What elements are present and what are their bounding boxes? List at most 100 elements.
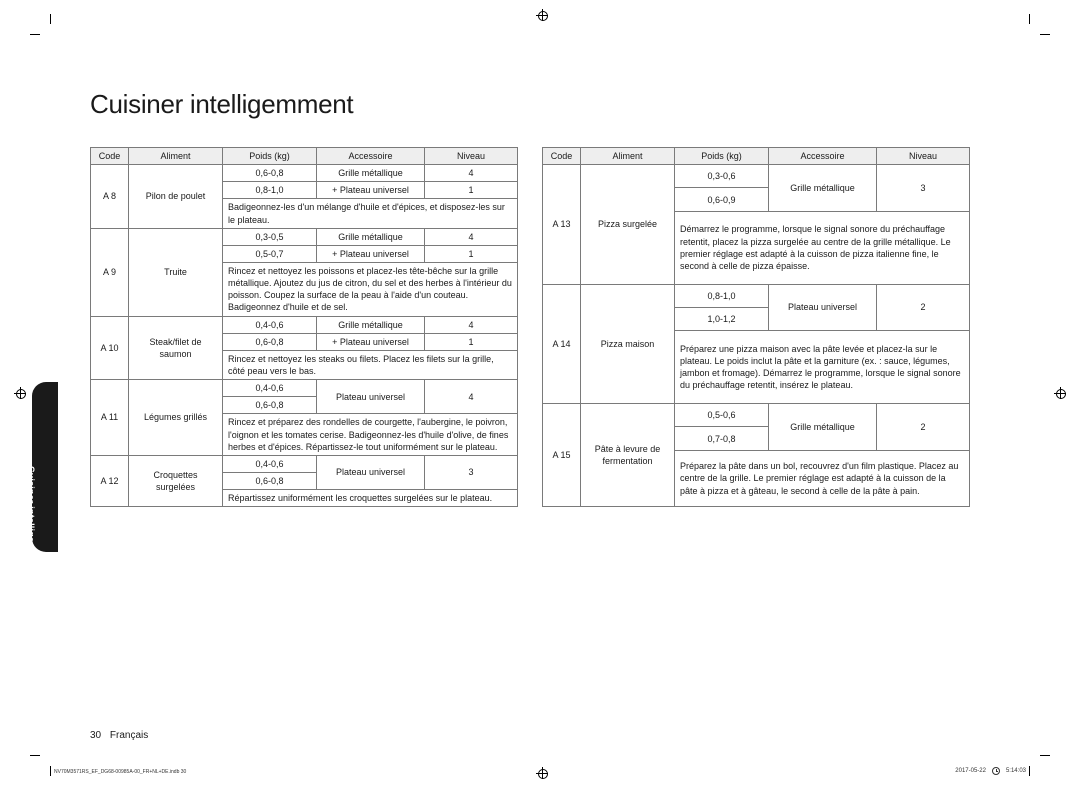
crop-corner-tr [1020,24,1040,44]
cell-niveau: 4 [425,316,518,333]
table-row: A 11Légumes grillés0,4-0,6Plateau univer… [91,380,518,397]
th-code: Code [543,148,581,165]
content-tables: CodeAlimentPoids (kg)AccessoireNiveauA 8… [90,147,970,507]
print-time: 5:14:03 [1006,768,1026,774]
crop-mark-bottom [536,766,548,782]
table-row: A 9Truite0,3-0,5Grille métallique4 [91,228,518,245]
cell-poids: 0,3-0,6 [675,165,769,188]
table-row: A 15Pâte à levure de fermentation0,5-0,6… [543,404,970,427]
th-poids: Poids (kg) [675,148,769,165]
cell-code: A 8 [91,165,129,229]
cell-accessoire: Plateau universel [317,380,425,414]
crop-mark-left [14,386,26,402]
manual-page: Cuisiner intelligemment Cuisiner intelli… [0,0,1080,790]
cell-instruction: Préparez la pâte dans un bol, recouvrez … [675,450,970,506]
th-code: Code [91,148,129,165]
clock-icon [992,767,1000,775]
cell-code: A 11 [91,380,129,456]
cell-accessoire: Plateau universel [769,284,877,331]
cell-code: A 15 [543,404,581,507]
cell-accessoire: Plateau universel [317,455,425,489]
crop-corner-tl [40,24,60,44]
cooking-table-left: CodeAlimentPoids (kg)AccessoireNiveauA 8… [90,147,518,507]
cell-niveau: 2 [877,404,970,451]
cell-poids: 0,4-0,6 [223,455,317,472]
cell-instruction: Démarrez le programme, lorsque le signal… [675,211,970,284]
cell-instruction: Rincez et préparez des rondelles de cour… [223,414,518,455]
cell-instruction: Badigeonnez-les d'un mélange d'huile et … [223,199,518,228]
th-poids: Poids (kg) [223,148,317,165]
print-date: 2017-05-22 [955,768,986,774]
cell-instruction: Préparez une pizza maison avec la pâte l… [675,331,970,404]
crop-mark-top [536,8,548,24]
table-row: A 8Pilon de poulet0,6-0,8Grille métalliq… [91,165,518,182]
table-row: A 10Steak/filet de saumon0,4-0,6Grille m… [91,316,518,333]
cell-instruction: Rincez et nettoyez les poissons et place… [223,262,518,316]
print-timestamp: 2017-05-22 5:14:03 [955,767,1026,775]
cell-aliment: Pizza maison [581,284,675,404]
cell-instruction: Répartissez uniformément les croquettes … [223,490,518,507]
page-title: Cuisiner intelligemment [90,89,353,120]
cell-accessoire: + Plateau universel [317,333,425,350]
cell-aliment: Pilon de poulet [129,165,223,229]
cell-accessoire: + Plateau universel [317,182,425,199]
page-language: Français [110,730,148,741]
cell-niveau: 1 [425,182,518,199]
cell-aliment: Truite [129,228,223,316]
cell-code: A 14 [543,284,581,404]
cell-aliment: Pizza surgelée [581,165,675,285]
cell-aliment: Pâte à levure de fermentation [581,404,675,507]
cell-poids: 1,0-1,2 [675,307,769,330]
cell-accessoire: Grille métallique [769,404,877,451]
cell-aliment: Croquettes surgelées [129,455,223,506]
cell-niveau: 4 [425,165,518,182]
cell-accessoire: + Plateau universel [317,245,425,262]
page-footer: 30 Français [90,730,148,741]
cell-poids: 0,6-0,8 [223,333,317,350]
table-row: A 12Croquettes surgelées0,4-0,6Plateau u… [91,455,518,472]
cell-poids: 0,5-0,7 [223,245,317,262]
cell-niveau: 1 [425,245,518,262]
crop-corner-bl [40,746,60,766]
section-side-tab-label: Cuisiner intelligemment [26,466,36,573]
cell-instruction: Rincez et nettoyez les steaks ou filets.… [223,350,518,379]
cell-poids: 0,6-0,8 [223,397,317,414]
cell-niveau: 1 [425,333,518,350]
crop-corner-br [1020,746,1040,766]
cell-code: A 13 [543,165,581,285]
cell-niveau: 4 [425,380,518,414]
th-niveau: Niveau [425,148,518,165]
table-row: A 13Pizza surgelée0,3-0,6Grille métalliq… [543,165,970,188]
crop-mark-right [1054,386,1066,402]
cell-aliment: Steak/filet de saumon [129,316,223,380]
th-niveau: Niveau [877,148,970,165]
cell-poids: 0,4-0,6 [223,380,317,397]
cell-accessoire: Grille métallique [317,228,425,245]
cell-code: A 9 [91,228,129,316]
page-number: 30 [90,730,101,741]
cell-poids: 0,6-0,9 [675,188,769,211]
th-aliment: Aliment [129,148,223,165]
cell-poids: 0,7-0,8 [675,427,769,450]
cell-poids: 0,4-0,6 [223,316,317,333]
th-accessoire: Accessoire [317,148,425,165]
cell-poids: 0,6-0,8 [223,165,317,182]
cell-niveau: 2 [877,284,970,331]
print-filename: NV70M3571RS_EF_DG68-00985A-00_FR+NL+DE.i… [54,769,186,775]
cell-poids: 0,6-0,8 [223,472,317,489]
cell-aliment: Légumes grillés [129,380,223,456]
cell-accessoire: Grille métallique [317,165,425,182]
cell-poids: 0,5-0,6 [675,404,769,427]
cell-code: A 10 [91,316,129,380]
cell-niveau: 4 [425,228,518,245]
cell-niveau: 3 [425,455,518,489]
cell-niveau: 3 [877,165,970,212]
cell-accessoire: Grille métallique [317,316,425,333]
table-row: A 14Pizza maison0,8-1,0Plateau universel… [543,284,970,307]
cell-poids: 0,3-0,5 [223,228,317,245]
th-aliment: Aliment [581,148,675,165]
th-accessoire: Accessoire [769,148,877,165]
cell-poids: 0,8-1,0 [675,284,769,307]
cell-accessoire: Grille métallique [769,165,877,212]
cell-poids: 0,8-1,0 [223,182,317,199]
